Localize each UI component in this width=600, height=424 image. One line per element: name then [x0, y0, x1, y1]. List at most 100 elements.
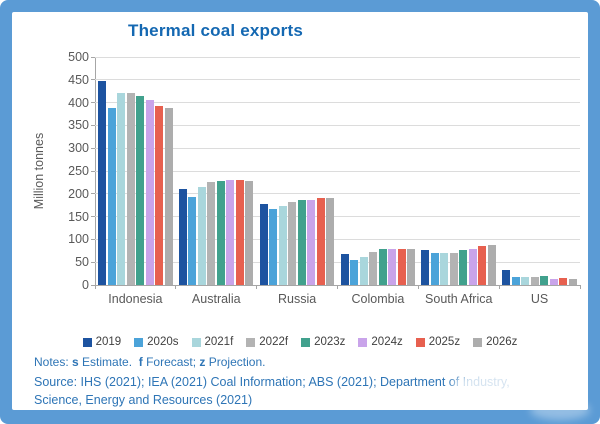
x-tick-mark [579, 285, 581, 289]
legend-label-2024z: 2024z [371, 336, 403, 348]
legend-label-2022f: 2022f [259, 336, 289, 348]
gridline-350 [95, 124, 580, 126]
bar-russia-2023z [297, 199, 306, 285]
y-tick-mark [91, 284, 95, 286]
y-tick-mark [91, 261, 95, 263]
legend-swatch-2019 [82, 337, 92, 347]
bar-indonesia-2025z [155, 105, 164, 285]
bar-russia-2019 [259, 203, 268, 285]
legend-swatch-2021f [191, 337, 201, 347]
legend-swatch-2026z [473, 337, 483, 347]
source-line-1: Source: IHS (2021); IEA (2021) Coal Info… [34, 375, 510, 389]
bar-group-south-africa [418, 57, 499, 285]
category-label-russia: Russia [277, 292, 317, 306]
chart-card: Thermal coal exports Million tonnes 0 50 1… [12, 12, 588, 410]
bar-russia-2021f [278, 205, 287, 285]
legend-item-2019: 2019 [82, 336, 122, 348]
legend-label-2019: 2019 [95, 336, 122, 348]
bar-south-africa-2020s [430, 252, 439, 285]
bar-indonesia-2021f [117, 93, 126, 285]
gridline-50 [95, 261, 580, 263]
legend-item-2025z: 2025z [415, 336, 460, 348]
y-tick-mark [91, 102, 95, 104]
y-tick-label-150: 150 [68, 209, 89, 224]
bar-colombia-2024z [388, 248, 397, 285]
bar-us-2023z [540, 275, 549, 285]
gridline-200 [95, 193, 580, 195]
plot-area: 0 50 100 150 200 250 300 350 400 450 500 Indonesia A… [68, 50, 581, 306]
bar-group-indonesia [95, 57, 176, 285]
y-tick-label-0: 0 [82, 278, 89, 292]
x-tick-mark [417, 285, 419, 289]
bar-south-africa-2025z [478, 245, 487, 285]
y-tick-mark [91, 216, 95, 218]
legend-item-2024z: 2024z [358, 336, 403, 348]
bar-us-2024z [549, 278, 558, 285]
legend-swatch-2024z [358, 337, 368, 347]
x-tick-mark [256, 285, 258, 289]
y-tick-label-400: 400 [68, 95, 89, 110]
bar-colombia-2021f [359, 257, 368, 285]
bar-australia-2024z [226, 180, 235, 285]
x-tick-mark [94, 285, 96, 289]
y-axis-label: Million tonnes [32, 132, 46, 210]
bar-colombia-2020s [350, 259, 359, 285]
y-tick-mark [91, 170, 95, 172]
x-tick-mark [175, 285, 177, 289]
legend-swatch-2025z [415, 337, 425, 347]
bar-indonesia-2024z [145, 100, 154, 285]
bar-group-russia [257, 57, 338, 285]
bar-indonesia-2023z [136, 95, 145, 285]
bar-russia-2025z [316, 198, 325, 285]
bar-south-africa-2019 [421, 249, 430, 285]
source-block: Source: IHS (2021); IEA (2021) Coal Info… [34, 373, 510, 409]
bar-south-africa-2022f [449, 252, 458, 285]
bar-australia-2026z [245, 181, 254, 285]
notes-text: Notes: [34, 355, 73, 369]
category-label-indonesia: Indonesia [108, 292, 163, 306]
notes-text: Estimate. [78, 355, 139, 369]
notes-key-s: s [72, 355, 79, 369]
bar-group-australia [176, 57, 257, 285]
legend-item-2020s: 2020s [134, 336, 179, 348]
legend-item-2022f: 2022f [246, 336, 288, 348]
bar-australia-2019 [178, 189, 187, 285]
y-tick-label-500: 500 [68, 50, 89, 64]
bar-south-africa-2021f [440, 253, 449, 285]
bar-us-2019 [502, 269, 511, 285]
y-tick-label-300: 300 [68, 141, 89, 156]
bar-us-2022f [530, 276, 539, 285]
y-tick-label-250: 250 [68, 164, 89, 178]
legend-item-2023z: 2023z [301, 336, 345, 348]
x-tick-mark [337, 285, 338, 289]
bar-us-2026z [568, 278, 577, 285]
y-axis-line [95, 57, 96, 286]
y-tick-label-50: 50 [75, 255, 89, 270]
legend-label-2023z: 2023z [314, 336, 346, 348]
bar-us-2020s [511, 276, 520, 285]
bar-russia-2022f [288, 201, 297, 285]
legend-label-2020s: 2020s [147, 336, 179, 348]
legend-swatch-2023z [301, 337, 311, 347]
gridline-100 [95, 238, 580, 240]
legend-item-2026z: 2026z [473, 336, 517, 348]
bar-us-2021f [521, 276, 530, 285]
y-tick-label-450: 450 [68, 72, 89, 87]
y-tick-mark [91, 147, 95, 149]
notes-key-f: f [138, 355, 143, 369]
notes-text: Projection. [205, 355, 266, 369]
bar-south-africa-2023z [459, 249, 468, 285]
legend-swatch-2020s [134, 337, 144, 347]
notes-line: Notes: s Estimate. f Forecast; z Project… [34, 355, 265, 369]
bar-colombia-2026z [407, 248, 416, 285]
y-tick-mark [91, 193, 95, 195]
y-tick-mark [91, 56, 95, 58]
category-label-australia: Australia [191, 292, 241, 306]
bar-group-us [499, 57, 580, 285]
bar-colombia-2023z [378, 248, 387, 285]
y-tick-label-350: 350 [68, 118, 89, 133]
bar-group-colombia [338, 57, 419, 285]
y-tick-label-100: 100 [68, 232, 89, 247]
gridline-250 [95, 170, 580, 172]
